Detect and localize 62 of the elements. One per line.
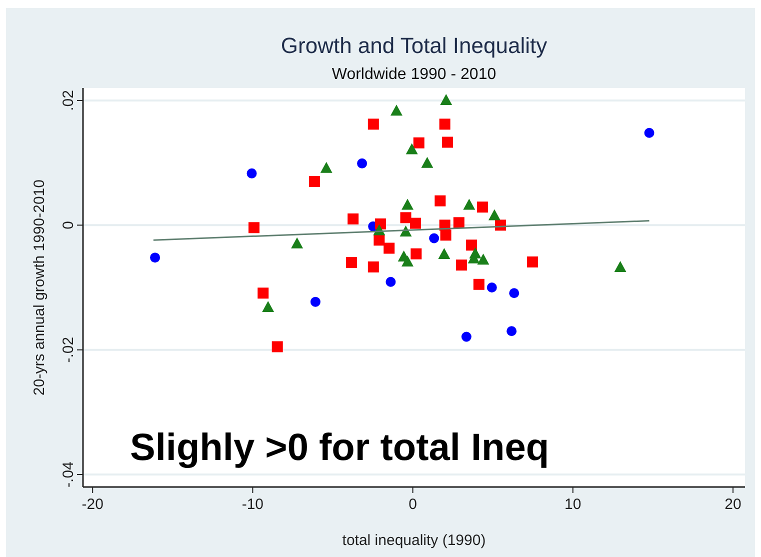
point [429, 233, 440, 244]
point [486, 282, 497, 292]
point [421, 156, 434, 168]
point [258, 288, 269, 299]
point [368, 261, 379, 272]
point [150, 252, 160, 263]
point [310, 296, 320, 307]
point [477, 254, 490, 265]
point [442, 136, 454, 148]
point [476, 202, 488, 213]
x-tick-label: -20 [82, 496, 104, 513]
point [400, 212, 412, 224]
point [506, 326, 517, 336]
point [390, 104, 402, 116]
y-tick-label: -.02 [60, 336, 77, 363]
point [402, 198, 414, 210]
x-tick-label: -10 [242, 496, 264, 513]
chart-title: Growth and Total Inequality [280, 33, 548, 58]
point [461, 332, 472, 342]
point [357, 158, 368, 168]
point [413, 137, 424, 148]
x-tick-label: 0 [408, 496, 417, 513]
point [368, 118, 379, 130]
x-tick-label: 10 [564, 496, 582, 513]
point [453, 217, 464, 228]
point [402, 255, 414, 266]
point [309, 176, 320, 188]
y-tick-label: 0 [60, 220, 77, 230]
point [346, 257, 357, 268]
point [488, 209, 500, 220]
y-tick-label: -.04 [60, 462, 77, 488]
point [473, 278, 484, 290]
y-axis-title: 20-yrs annual growth 1990-2010 [31, 180, 48, 396]
point [248, 222, 260, 234]
point [509, 288, 520, 298]
point [466, 240, 478, 251]
point [246, 168, 257, 178]
point [440, 94, 452, 105]
x-axis-title: total inequality (1990) [342, 532, 486, 549]
point [291, 237, 304, 248]
point [262, 300, 274, 312]
chart-subtitle: Worldwide 1990 - 2010 [332, 66, 496, 83]
point [320, 162, 332, 173]
point [384, 242, 395, 254]
point [406, 143, 418, 154]
annotation: Slighly >0 for total Ineq [130, 427, 550, 469]
point [272, 341, 283, 352]
point [463, 198, 476, 210]
point [386, 276, 396, 287]
point [434, 195, 446, 206]
y-tick-label: .02 [60, 90, 77, 111]
point [440, 230, 452, 241]
point [456, 260, 467, 271]
x-tick-label: 20 [724, 496, 742, 513]
point [614, 261, 626, 272]
point [527, 256, 538, 268]
point [644, 128, 654, 138]
point [410, 248, 422, 260]
point [438, 248, 450, 259]
point [348, 213, 359, 224]
point [410, 218, 422, 229]
point [439, 118, 450, 130]
